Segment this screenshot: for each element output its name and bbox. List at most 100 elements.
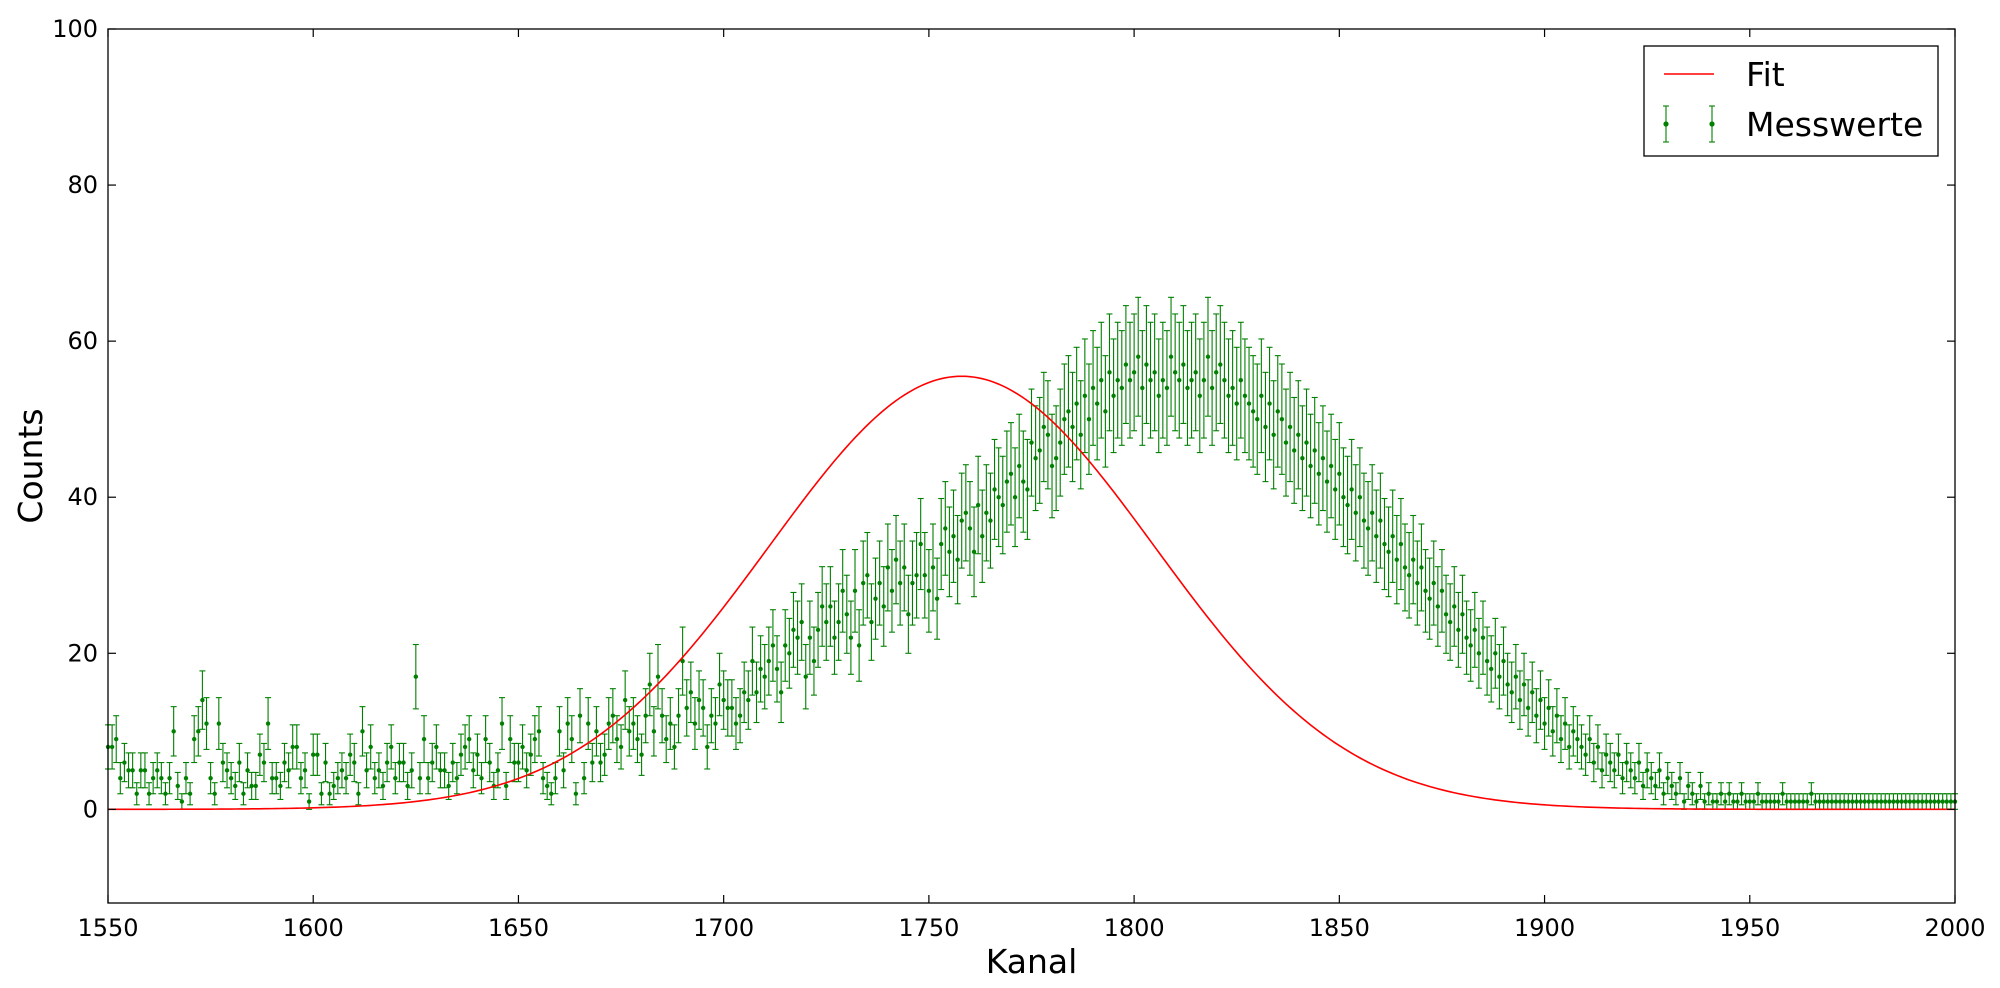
data-point bbox=[471, 768, 476, 773]
data-point bbox=[528, 752, 533, 757]
data-point bbox=[413, 674, 419, 679]
data-point bbox=[922, 573, 927, 578]
data-point bbox=[577, 713, 583, 718]
data-point bbox=[955, 557, 960, 562]
data-point bbox=[499, 721, 505, 726]
data-point bbox=[1521, 682, 1527, 687]
data-point bbox=[434, 744, 439, 750]
data-point bbox=[606, 721, 611, 726]
x-axis-ticks: 1550 1600 1650 1700 1750 1800 1850 1900 1950 2000 bbox=[77, 29, 1986, 942]
plot-area bbox=[105, 296, 1958, 811]
data-point bbox=[643, 713, 648, 718]
data-point bbox=[544, 783, 550, 789]
data-point bbox=[532, 736, 538, 742]
data-point bbox=[1805, 799, 1810, 804]
data-point bbox=[791, 627, 796, 633]
data-point bbox=[138, 768, 144, 773]
data-point bbox=[257, 752, 263, 757]
data-point bbox=[856, 643, 862, 648]
data-point bbox=[668, 721, 673, 726]
data-point bbox=[1862, 799, 1867, 804]
data-point bbox=[376, 768, 382, 773]
x-tick-label: 1900 bbox=[1514, 914, 1575, 942]
data-point bbox=[1653, 783, 1658, 789]
data-point bbox=[717, 682, 722, 687]
data-point bbox=[1041, 424, 1047, 430]
data-point bbox=[1000, 502, 1005, 508]
data-point bbox=[495, 768, 501, 773]
data-point bbox=[848, 635, 854, 640]
data-point bbox=[1829, 799, 1835, 804]
data-point bbox=[1242, 393, 1248, 398]
data-point bbox=[109, 744, 115, 750]
data-point bbox=[1513, 674, 1519, 679]
data-point bbox=[269, 775, 275, 781]
data-point bbox=[737, 713, 743, 718]
data-point bbox=[208, 775, 213, 781]
data-point bbox=[286, 768, 291, 773]
data-point bbox=[315, 752, 320, 757]
data-point bbox=[1710, 799, 1716, 804]
data-point bbox=[696, 697, 702, 703]
data-point bbox=[1878, 799, 1884, 804]
data-point bbox=[1620, 775, 1625, 781]
y-axis-ticks: 0 20 40 60 80 100 bbox=[52, 15, 1955, 823]
data-point bbox=[705, 744, 710, 750]
data-point bbox=[290, 744, 295, 750]
data-point bbox=[483, 736, 488, 742]
data-point bbox=[873, 596, 878, 601]
data-point bbox=[1870, 799, 1876, 804]
data-point bbox=[1119, 385, 1124, 391]
data-point bbox=[1706, 791, 1711, 796]
data-point bbox=[323, 760, 328, 765]
data-point bbox=[1349, 487, 1354, 492]
data-point bbox=[196, 729, 201, 734]
data-point bbox=[516, 760, 521, 765]
x-tick-label: 1650 bbox=[488, 914, 549, 942]
legend-box bbox=[1643, 45, 1939, 157]
data-point bbox=[253, 783, 258, 789]
data-point bbox=[126, 768, 131, 773]
data-point bbox=[1669, 783, 1674, 789]
data-point bbox=[1673, 791, 1679, 796]
data-point bbox=[1575, 736, 1580, 742]
data-point bbox=[770, 643, 776, 648]
data-point bbox=[684, 705, 689, 711]
data-point bbox=[1439, 588, 1445, 594]
data-point bbox=[1259, 393, 1264, 398]
data-point bbox=[475, 752, 480, 757]
data-point bbox=[676, 713, 681, 718]
data-point bbox=[1066, 409, 1071, 414]
data-point bbox=[783, 643, 788, 648]
data-point bbox=[709, 713, 714, 718]
data-point bbox=[1948, 799, 1954, 804]
data-point bbox=[118, 775, 123, 781]
data-point bbox=[241, 791, 246, 796]
data-point bbox=[1534, 713, 1539, 718]
data-point bbox=[1365, 526, 1371, 531]
data-point bbox=[614, 736, 620, 742]
data-point bbox=[1940, 799, 1945, 804]
data-point bbox=[1427, 596, 1432, 601]
data-point bbox=[569, 736, 575, 742]
data-point bbox=[228, 775, 234, 781]
legend: Fit Messwerte bbox=[1643, 45, 1939, 157]
data-point bbox=[1497, 674, 1502, 679]
data-point bbox=[1891, 799, 1896, 804]
data-point bbox=[331, 783, 336, 789]
data-point bbox=[1402, 565, 1408, 570]
data-point bbox=[939, 541, 944, 547]
data-point bbox=[1070, 424, 1075, 430]
legend-point bbox=[1663, 121, 1669, 127]
data-point bbox=[1509, 690, 1514, 695]
data-point bbox=[265, 721, 271, 726]
data-point bbox=[1690, 791, 1695, 796]
data-point bbox=[1045, 432, 1051, 437]
data-point bbox=[635, 736, 640, 742]
data-point bbox=[659, 713, 665, 718]
data-point bbox=[282, 760, 287, 765]
data-point bbox=[1447, 619, 1453, 625]
data-point bbox=[1616, 752, 1621, 757]
data-point bbox=[352, 760, 357, 765]
data-point bbox=[914, 573, 919, 578]
